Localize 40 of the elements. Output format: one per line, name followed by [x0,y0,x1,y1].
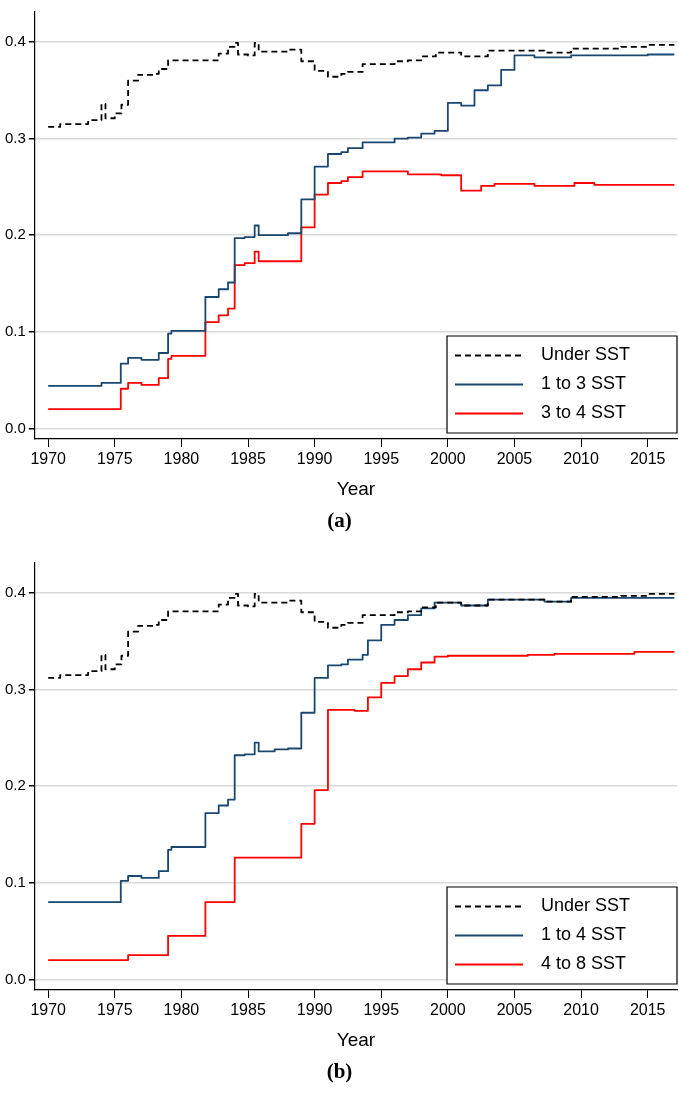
x-tick-label: 1980 [163,1001,200,1019]
x-tick-label: 1970 [30,1001,67,1019]
text: (a) [326,508,353,533]
y-tick-label: 0.3 [4,128,26,146]
x-axis-title: Year [336,477,376,499]
legend-label: Under SST [541,344,631,365]
y-tick-label: 0.2 [4,776,26,794]
x-tick-label: 1995 [363,450,400,468]
x-tick-label: 1975 [96,450,133,468]
y-tick-label: 0.1 [4,872,26,890]
x-tick-label: 1985 [230,1001,266,1019]
x-tick-label: 2015 [629,1001,666,1019]
x-axis-title: Year [336,1028,376,1050]
legend-label: 1 to 3 SST [541,373,627,394]
y-tick-label: 0.1 [4,321,26,339]
x-tick-label: 2010 [563,1001,599,1019]
x-tick-label: 1975 [96,1001,133,1019]
x-tick-label: 1990 [296,450,333,468]
x-tick-label: 2000 [430,1001,466,1019]
y-tick-label: 0.3 [4,679,26,697]
y-tick-label: 0.4 [4,583,26,601]
y-tick-label: 0.2 [4,225,26,243]
y-tick-label: 0.0 [4,418,26,436]
x-tick-label: 1980 [163,450,200,468]
x-tick-label: 1970 [30,450,67,468]
x-tick-label: 2015 [629,450,666,468]
x-tick-label: 1995 [363,1001,400,1019]
y-tick-label: 0.0 [4,969,26,987]
legend-label: 1 to 4 SST [541,924,627,945]
x-tick-label: 2000 [430,450,466,468]
x-tick-label: 1985 [230,450,266,468]
x-tick-label: 2005 [496,450,533,468]
text: (b) [325,1059,354,1084]
x-tick-label: 1990 [296,1001,333,1019]
legend-label: 3 to 4 SST [541,402,627,423]
x-tick-label: 2010 [563,450,599,468]
y-tick-label: 0.4 [4,32,26,50]
legend-label: Under SST [541,895,631,916]
legend-label: 4 to 8 SST [541,953,627,974]
x-tick-label: 2005 [496,1001,533,1019]
